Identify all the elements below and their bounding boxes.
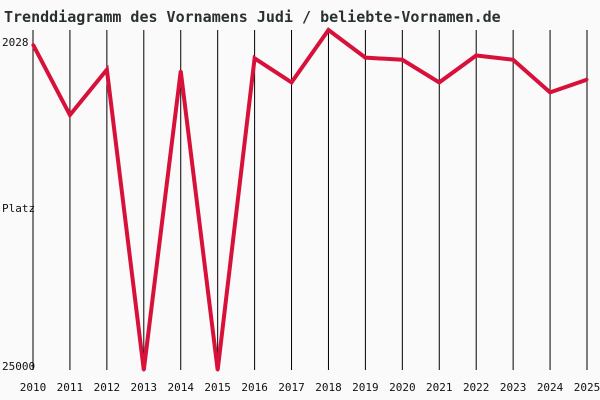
chart-title: Trenddiagramm des Vornamens Judi / belie… bbox=[4, 8, 501, 26]
data-point-2013 bbox=[142, 368, 146, 372]
x-tick-2017: 2017 bbox=[278, 381, 305, 394]
data-point-2018 bbox=[326, 28, 330, 32]
data-point-2024 bbox=[548, 90, 552, 94]
data-point-2017 bbox=[290, 80, 294, 84]
data-point-2015 bbox=[216, 368, 220, 372]
data-point-2010 bbox=[31, 43, 35, 47]
x-tick-2011: 2011 bbox=[57, 381, 84, 394]
series-line-0 bbox=[31, 27, 588, 371]
y-tick-top: 2028 bbox=[2, 36, 29, 49]
x-tick-2021: 2021 bbox=[426, 381, 453, 394]
x-tick-2018: 2018 bbox=[315, 381, 342, 394]
data-point-2025 bbox=[585, 78, 589, 82]
x-tick-2024: 2024 bbox=[537, 381, 564, 394]
x-tick-2014: 2014 bbox=[167, 381, 194, 394]
x-tick-2015: 2015 bbox=[204, 381, 231, 394]
data-point-2022 bbox=[474, 54, 478, 57]
x-tick-2025: 2025 bbox=[574, 381, 600, 394]
x-tick-2016: 2016 bbox=[241, 381, 268, 394]
data-point-2023 bbox=[511, 58, 515, 62]
y-axis-label: Platz bbox=[2, 202, 36, 215]
data-point-2021 bbox=[437, 80, 441, 84]
x-tick-2012: 2012 bbox=[94, 381, 121, 394]
data-point-2016 bbox=[253, 56, 257, 60]
x-tick-2023: 2023 bbox=[500, 381, 527, 394]
data-point-2014 bbox=[179, 69, 183, 73]
x-tick-2013: 2013 bbox=[131, 381, 158, 394]
data-point-2019 bbox=[363, 56, 367, 60]
data-point-2020 bbox=[400, 58, 404, 62]
x-tick-2019: 2019 bbox=[352, 381, 379, 394]
y-tick-bottom: 25000 bbox=[2, 360, 36, 373]
x-tick-2020: 2020 bbox=[389, 381, 416, 394]
data-point-2012 bbox=[105, 68, 109, 72]
x-tick-2010: 2010 bbox=[20, 381, 47, 394]
data-point-2011 bbox=[68, 113, 72, 117]
x-tick-2022: 2022 bbox=[463, 381, 490, 394]
